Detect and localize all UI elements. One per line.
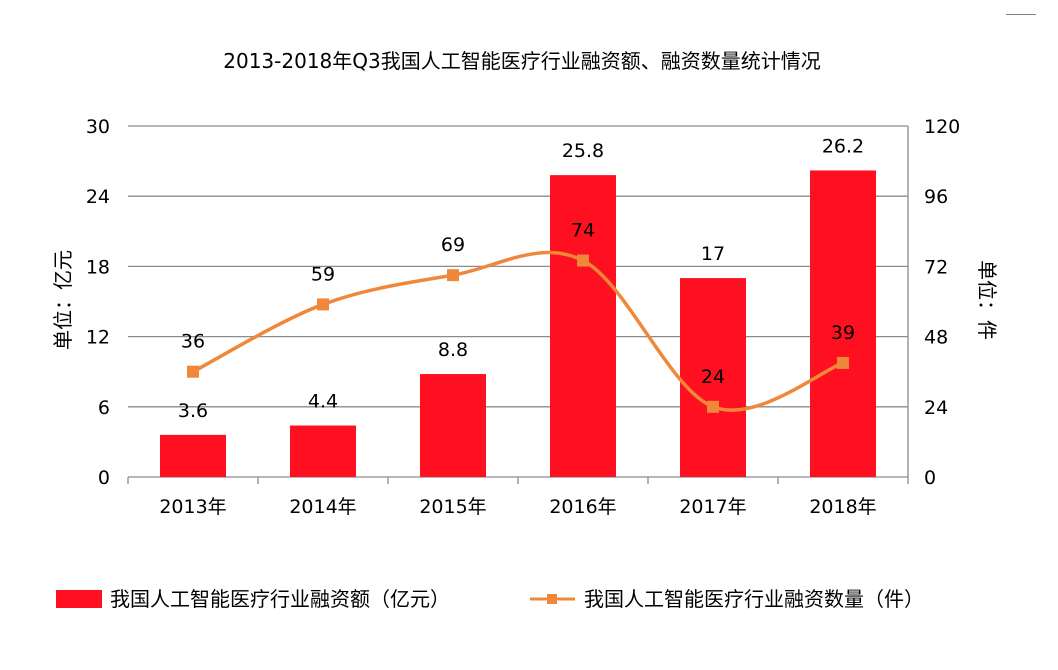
y-tick-label: 24 bbox=[86, 186, 110, 208]
y2-tick-label: 48 bbox=[924, 327, 948, 349]
gridlines bbox=[128, 125, 908, 478]
bar-series bbox=[160, 170, 876, 477]
line-path bbox=[192, 250, 844, 412]
x-tick-label: 2015年 bbox=[419, 496, 486, 518]
line-data-label: 74 bbox=[571, 220, 595, 242]
axes: 0 6 12 18 24 30 0 24 48 72 96 120 2013年 2014年 2015年 201… bbox=[86, 116, 960, 518]
y2-tick-label: 0 bbox=[924, 467, 936, 489]
x-tick-label: 2017年 bbox=[679, 496, 746, 518]
y2-axis-label: 单位：件 bbox=[975, 260, 999, 340]
legend-bar-label: 我国人工智能医疗行业融资额（亿元） bbox=[110, 587, 450, 611]
bar-data-label: 26.2 bbox=[822, 135, 864, 157]
legend-bar-swatch bbox=[56, 590, 102, 608]
bar bbox=[550, 175, 616, 477]
bar bbox=[420, 374, 486, 477]
bar bbox=[680, 278, 746, 477]
line-data-label: 36 bbox=[181, 331, 205, 353]
y-axis-label: 单位：亿元 bbox=[51, 250, 75, 350]
line-series bbox=[187, 250, 849, 413]
top-right-corner-mark bbox=[1006, 14, 1036, 15]
bar-data-label: 4.4 bbox=[308, 391, 338, 413]
line-marker bbox=[317, 298, 329, 311]
x-tick-label: 2016年 bbox=[549, 496, 616, 518]
legend-line-label: 我国人工智能医疗行业融资数量（件） bbox=[584, 587, 924, 611]
line-marker bbox=[707, 400, 719, 413]
legend: 我国人工智能医疗行业融资额（亿元） 我国人工智能医疗行业融资数量（件） bbox=[56, 587, 924, 611]
bar bbox=[160, 434, 226, 477]
line-data-label: 24 bbox=[701, 366, 725, 388]
legend-line-marker bbox=[547, 594, 557, 604]
y-tick-label: 18 bbox=[86, 256, 110, 278]
bar bbox=[290, 425, 356, 477]
line-data-label: 39 bbox=[831, 322, 855, 344]
y2-tick-label: 72 bbox=[924, 256, 948, 278]
bar-data-label: 17 bbox=[701, 243, 725, 265]
bar-data-label: 3.6 bbox=[178, 400, 208, 422]
line-marker bbox=[187, 365, 199, 378]
y-tick-label: 12 bbox=[86, 327, 110, 349]
line-marker bbox=[447, 269, 459, 282]
y-tick-label: 30 bbox=[86, 116, 110, 138]
y2-tick-label: 24 bbox=[924, 397, 948, 419]
line-data-label: 69 bbox=[441, 234, 465, 256]
line-marker bbox=[837, 356, 849, 369]
line-data-label: 59 bbox=[311, 263, 335, 285]
y2-tick-label: 120 bbox=[924, 116, 960, 138]
data-labels: 3.6 4.4 8.8 25.8 17 26.2 36 59 69 74 24 39 bbox=[178, 135, 864, 421]
y2-tick-label: 96 bbox=[924, 186, 948, 208]
line-marker bbox=[577, 254, 589, 267]
x-tick-label: 2014年 bbox=[289, 496, 356, 518]
bar-data-label: 8.8 bbox=[438, 339, 468, 361]
x-tick-label: 2013年 bbox=[159, 496, 226, 518]
chart-title: 2013-2018年Q3我国人工智能医疗行业融资额、融资数量统计情况 bbox=[223, 49, 820, 73]
bar bbox=[810, 170, 876, 477]
x-tick-label: 2018年 bbox=[809, 496, 876, 518]
bar-data-label: 25.8 bbox=[562, 140, 604, 162]
y-tick-label: 0 bbox=[98, 467, 110, 489]
y-tick-label: 6 bbox=[98, 397, 110, 419]
